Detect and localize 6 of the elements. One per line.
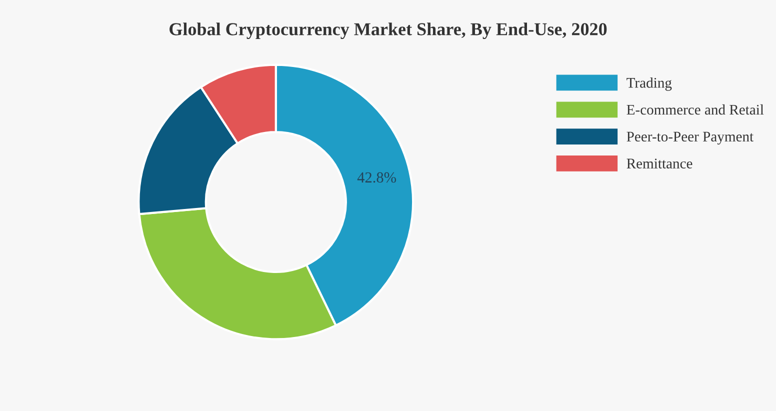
chart-title: Global Cryptocurrency Market Share, By End-Use, 2020	[170, 22, 607, 40]
data-label: 42.8%	[357, 172, 396, 183]
legend-label: E-commerce and Retail	[626, 104, 764, 115]
legend-label: Trading	[626, 77, 672, 91]
legend-label: Peer-to-Peer Payment	[626, 132, 754, 145]
legend-label: Remittance	[626, 158, 692, 168]
